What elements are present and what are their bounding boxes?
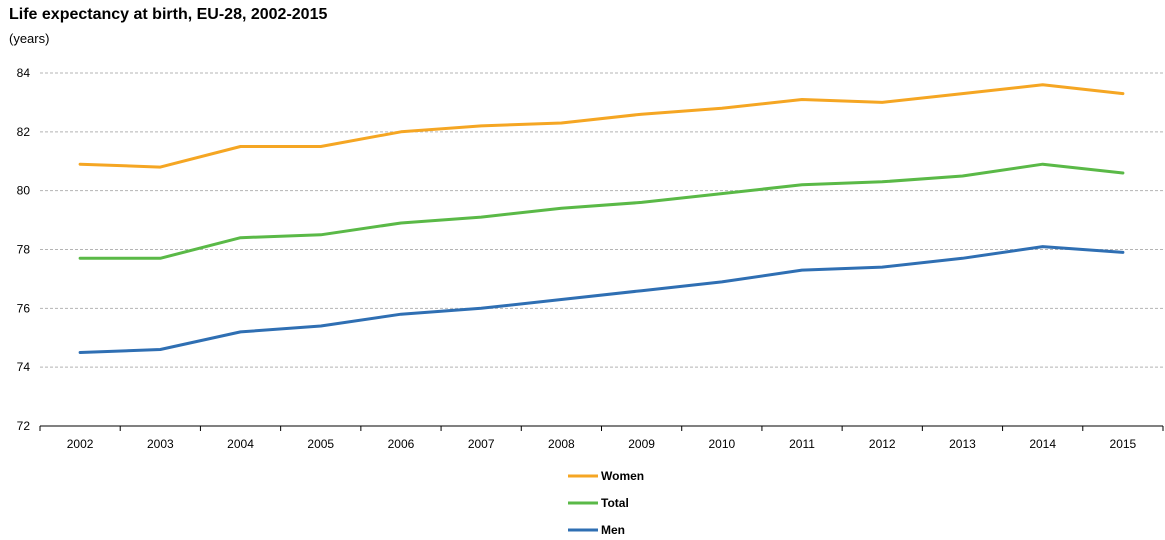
legend-label-men: Men (601, 523, 625, 537)
y-tick-label: 84 (17, 66, 31, 80)
x-tick-label: 2014 (1029, 437, 1056, 451)
legend-label-women: Women (601, 469, 644, 483)
x-tick-label: 2010 (708, 437, 735, 451)
x-tick-label: 2009 (628, 437, 655, 451)
x-tick-label: 2003 (147, 437, 174, 451)
x-tick-label: 2013 (949, 437, 976, 451)
x-axis: 2002 2003 2004 2005 2006 2007 2008 2009 2010 2011… (39, 425, 1164, 451)
y-axis-labels: 72 74 76 78 80 82 84 (17, 66, 31, 433)
x-tick-label: 2012 (869, 437, 896, 451)
x-tick-label: 2005 (307, 437, 334, 451)
series-line-men (78, 245, 1125, 354)
series-line-women (78, 83, 1125, 169)
x-tick-label: 2006 (388, 437, 415, 451)
series-line-total (78, 162, 1125, 260)
y-tick-label: 72 (17, 419, 31, 433)
x-tick-label: 2004 (227, 437, 254, 451)
y-tick-label: 78 (17, 243, 31, 257)
x-tick-label: 2007 (468, 437, 495, 451)
chart-subtitle: (years) (9, 31, 50, 46)
legend-label-total: Total (601, 496, 629, 510)
y-tick-label: 76 (17, 301, 31, 315)
x-tick-label: 2008 (548, 437, 575, 451)
x-tick-label: 2011 (789, 437, 815, 451)
x-tick-label: 2002 (67, 437, 94, 451)
x-tick-label: 2015 (1110, 437, 1137, 451)
y-tick-label: 82 (17, 125, 31, 139)
y-tick-label: 74 (17, 360, 31, 374)
legend: Women Total Men (568, 469, 644, 537)
chart-title: Life expectancy at birth, EU-28, 2002-20… (9, 6, 328, 23)
grid-lines (40, 72, 1163, 368)
series-lines (78, 83, 1125, 354)
y-tick-label: 80 (17, 184, 31, 198)
